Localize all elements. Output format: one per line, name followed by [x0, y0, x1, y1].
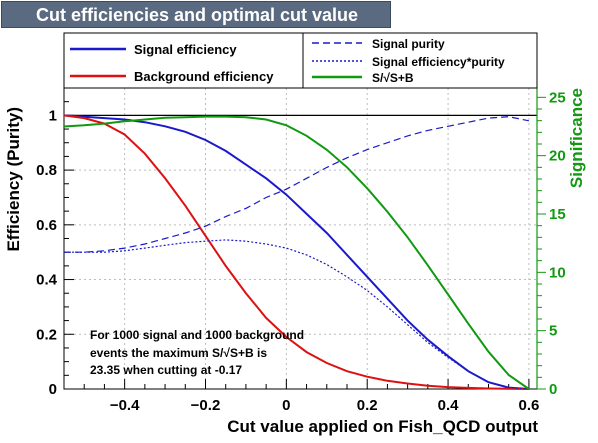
x-tick-label: 0: [282, 397, 290, 414]
y-tick-label: 1: [49, 107, 57, 124]
series-line-signal-efficiency: [63, 114, 529, 390]
y-tick-label: 0: [49, 381, 57, 398]
legend-label: Background efficiency: [134, 69, 274, 84]
annotation-line: 23.35 when cutting at -0.17: [90, 363, 242, 377]
chart-title: Cut efficiencies and optimal cut value: [35, 5, 359, 25]
y-tick-label: 0.6: [36, 217, 57, 234]
series-line-signal-efficiency-purity: [64, 239, 529, 390]
legend-label: S/√S+B: [372, 71, 414, 85]
legend-label: Signal purity: [372, 37, 445, 51]
legend-box: [63, 32, 538, 89]
x-tick-label: −0.2: [191, 397, 221, 414]
title-box: Cut efficiencies and optimal cut value: [1, 1, 391, 28]
x-tick-label: 0.6: [518, 397, 539, 414]
x-axis-title: Cut value applied on Fish_QCD output: [227, 417, 538, 436]
series-line-signal-purity: [64, 116, 530, 253]
y-tick-label: 0.4: [36, 272, 58, 289]
annotation-line: For 1000 signal and 1000 background: [90, 328, 304, 342]
y2-tick-label: 20: [549, 148, 566, 165]
annotation-line: events the maximum S/√S+B is: [90, 346, 267, 360]
y-tick-label: 0.8: [36, 162, 57, 179]
y2-tick-label: 10: [549, 264, 566, 281]
y2-axis-title: Significance: [567, 88, 586, 188]
x-tick-label: 0.2: [357, 397, 378, 414]
x-tick-label: 0.4: [438, 397, 460, 414]
y2-tick-label: 0: [549, 381, 557, 398]
legend-label: Signal efficiency*purity: [372, 55, 505, 69]
x-tick-label: −0.4: [110, 397, 140, 414]
y2-tick-label: 5: [549, 323, 557, 340]
y2-tick-label: 15: [549, 206, 566, 223]
y-tick-label: 0.2: [36, 326, 57, 343]
series-line-s-s-b: [63, 115, 530, 390]
legend-label: Signal efficiency: [134, 42, 237, 57]
series-line-background-efficiency: [63, 114, 529, 390]
y2-tick-label: 25: [549, 89, 566, 106]
y-axis-title: Efficiency (Purity): [4, 107, 23, 252]
